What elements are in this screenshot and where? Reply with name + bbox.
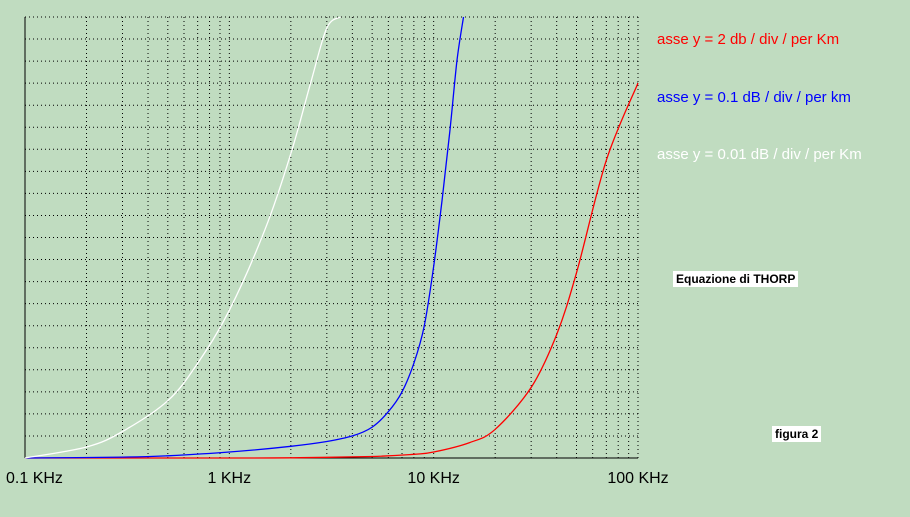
series-line-blue xyxy=(24,16,465,459)
series-line-red xyxy=(24,82,639,459)
plot-axes xyxy=(24,17,638,459)
x-tick-label: 100 KHz xyxy=(607,470,668,487)
figure-label: figura 2 xyxy=(772,426,822,442)
legend-entry-blue: asse y = 0.1 dB / div / per km xyxy=(657,89,851,106)
plot-grid xyxy=(25,16,639,458)
x-tick-label: 0.1 KHz xyxy=(6,470,63,487)
equation-label: Equazione di THORP xyxy=(673,271,799,287)
x-tick-labels: 0.1 KHz 1 KHz 10 KHz 100 KHz xyxy=(6,470,669,487)
series-curves xyxy=(24,16,639,459)
series-line-white xyxy=(24,16,341,459)
legend-entry-white: asse y = 0.01 dB / div / per Km xyxy=(657,146,862,163)
x-tick-label: 10 KHz xyxy=(407,470,459,487)
legend-entry-red: asse y = 2 db / div / per Km xyxy=(657,31,840,48)
x-tick-label: 1 KHz xyxy=(208,470,252,487)
